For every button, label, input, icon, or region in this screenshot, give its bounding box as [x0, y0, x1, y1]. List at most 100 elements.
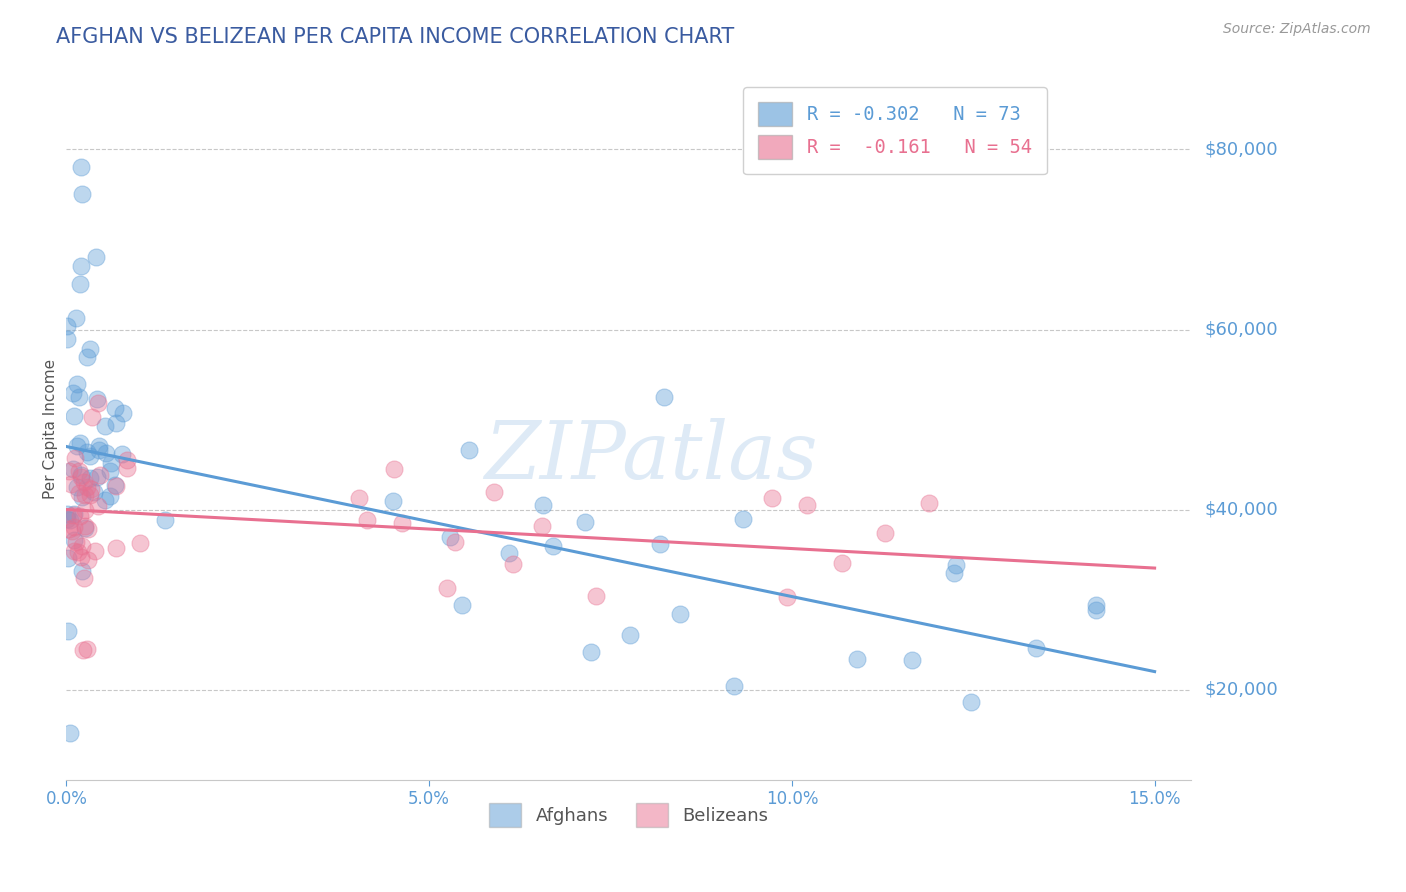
Point [73, 521, 96, 535]
Point [70, 564, 93, 578]
Point [105, 479, 128, 493]
Point [62, 507, 84, 521]
Point [79, 488, 101, 502]
Point [62, 409, 84, 424]
Point [86, 469, 108, 483]
Point [574, 515, 596, 529]
Point [65, 534, 87, 549]
Point [917, 496, 939, 510]
Point [59, 726, 82, 740]
Point [111, 406, 134, 420]
Point [439, 530, 461, 544]
Point [652, 390, 675, 404]
Point [1085, 598, 1108, 612]
Point [60, 524, 83, 538]
Point [76, 642, 98, 657]
Point [69, 277, 91, 292]
Point [873, 525, 896, 540]
Point [104, 541, 127, 555]
Point [73, 519, 96, 533]
Point [96, 446, 118, 460]
Point [94, 493, 117, 508]
Point [70, 161, 93, 175]
Point [733, 512, 755, 526]
Point [381, 494, 404, 508]
Point [723, 679, 745, 693]
Point [1025, 640, 1047, 655]
Point [648, 537, 671, 551]
Point [104, 478, 127, 492]
Text: Source: ZipAtlas.com: Source: ZipAtlas.com [1223, 22, 1371, 37]
Point [66, 479, 89, 493]
Point [1084, 603, 1107, 617]
Point [69, 435, 91, 450]
Point [382, 461, 405, 475]
Point [62, 544, 84, 558]
Point [80, 482, 103, 496]
Point [63, 450, 86, 465]
Point [87, 443, 110, 458]
Legend: Afghans, Belizeans: Afghans, Belizeans [482, 797, 776, 834]
Point [67, 390, 90, 404]
Point [76, 350, 98, 364]
Point [100, 456, 122, 470]
Point [531, 498, 554, 512]
Point [86, 392, 108, 406]
Point [104, 401, 127, 416]
Point [76, 445, 98, 459]
Point [63, 520, 86, 534]
Point [59, 513, 82, 527]
Point [82, 409, 104, 424]
Point [110, 447, 132, 461]
Y-axis label: Per Capita Income: Per Capita Income [44, 359, 58, 499]
Point [128, 536, 150, 550]
Point [56, 512, 79, 526]
Text: AFGHAN VS BELIZEAN PER CAPITA INCOME CORRELATION CHART: AFGHAN VS BELIZEAN PER CAPITA INCOME COR… [56, 27, 734, 46]
Point [62, 508, 84, 523]
Point [484, 485, 506, 500]
Point [436, 582, 458, 596]
Point [585, 590, 607, 604]
Point [70, 260, 93, 274]
Point [79, 471, 101, 485]
Point [901, 653, 924, 667]
Point [89, 468, 111, 483]
Point [498, 546, 520, 560]
Point [83, 485, 105, 500]
Point [100, 490, 122, 504]
Point [87, 396, 110, 410]
Text: $20,000: $20,000 [1205, 681, 1278, 698]
Point [458, 443, 481, 458]
Point [56, 318, 79, 333]
Point [58, 464, 80, 478]
Point [450, 598, 472, 612]
Point [69, 508, 91, 523]
Text: $60,000: $60,000 [1205, 320, 1278, 338]
Point [69, 468, 91, 483]
Point [98, 464, 121, 478]
Point [347, 491, 370, 506]
Point [89, 439, 111, 453]
Point [73, 475, 96, 490]
Point [79, 342, 101, 356]
Point [62, 533, 84, 548]
Point [796, 498, 818, 512]
Point [58, 551, 80, 566]
Point [86, 251, 108, 265]
Point [619, 627, 641, 641]
Point [77, 552, 100, 566]
Point [73, 503, 96, 517]
Point [942, 566, 965, 581]
Point [669, 607, 692, 621]
Point [56, 624, 79, 638]
Text: ZIPatlas: ZIPatlas [485, 417, 818, 495]
Point [76, 480, 98, 494]
Point [87, 500, 110, 514]
Point [65, 310, 87, 325]
Point [543, 539, 565, 553]
Point [56, 332, 79, 346]
Point [105, 416, 128, 430]
Point [84, 544, 107, 558]
Point [391, 516, 413, 530]
Point [960, 695, 983, 709]
